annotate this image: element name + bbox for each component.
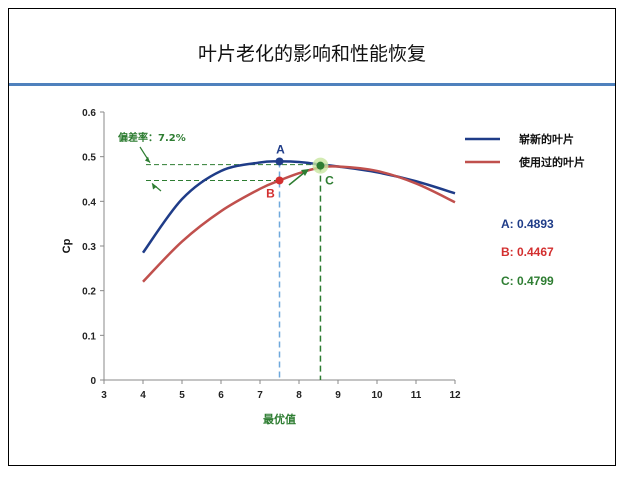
y-tick-label: 0.4 <box>82 197 96 208</box>
x-tick-label: 3 <box>101 390 107 401</box>
x-tick-label: 10 <box>371 390 383 401</box>
annotation-arrowhead-top <box>145 156 150 163</box>
x-axis-title: 最优值 <box>263 412 296 426</box>
x-tick-label: 8 <box>296 390 302 401</box>
x-tick-label: 12 <box>449 390 461 401</box>
point-values: A: 0.4893 B: 0.4467 C: 0.4799 <box>501 217 554 288</box>
title-divider <box>9 83 615 86</box>
x-tick-label: 5 <box>179 390 185 401</box>
x-tick-label: 7 <box>257 390 263 401</box>
chart-series <box>141 160 456 283</box>
series-line-new-blade <box>141 160 456 254</box>
y-axis-title: Cp <box>61 238 73 253</box>
y-tick-label: 0.1 <box>82 331 96 342</box>
y-tick-label: 0.2 <box>82 287 96 298</box>
deviation-annotation: 偏差率：7.2% <box>118 131 186 144</box>
point-b-value: B: 0.4467 <box>501 245 554 259</box>
point-b-label: B <box>266 186 275 200</box>
chart-frame: 叶片老化的影响和性能恢复 <box>8 8 616 466</box>
arrow-b-to-c <box>288 171 306 186</box>
legend-label-used: 使用过的叶片 <box>518 155 585 169</box>
point-a-value: A: 0.4893 <box>501 217 554 231</box>
point-c-label: C <box>325 174 334 188</box>
point-c-value: C: 0.4799 <box>501 274 554 288</box>
point-c-marker <box>316 161 325 170</box>
point-a-marker <box>275 157 284 166</box>
y-tick-label: 0.5 <box>82 153 96 164</box>
x-tick-label: 4 <box>140 390 146 401</box>
annotation-arrowhead-bottom <box>152 183 157 190</box>
y-tick-label: 0.3 <box>82 242 96 253</box>
x-tick-label: 9 <box>335 390 341 401</box>
point-a-label: A <box>276 142 285 156</box>
y-tick-label: 0 <box>90 376 96 387</box>
chart-guides: 偏差率：7.2% <box>118 131 322 380</box>
chart-axes: 3 4 5 6 7 8 9 10 11 12 0 0.1 0.2 0.3 0.4 0.5 0.6 最优值 Cp <box>61 108 461 426</box>
legend-label-new: 崭新的叶片 <box>519 132 574 146</box>
series-line-used-blade <box>142 165 456 283</box>
y-tick-label: 0.6 <box>82 108 96 119</box>
point-b-marker <box>275 176 284 185</box>
chart-points: A B C <box>266 142 334 200</box>
x-tick-label: 6 <box>218 390 224 401</box>
arrowhead-b-to-c <box>301 169 309 176</box>
x-tick-label: 11 <box>411 390 422 401</box>
page-title: 叶片老化的影响和性能恢复 <box>197 43 426 65</box>
